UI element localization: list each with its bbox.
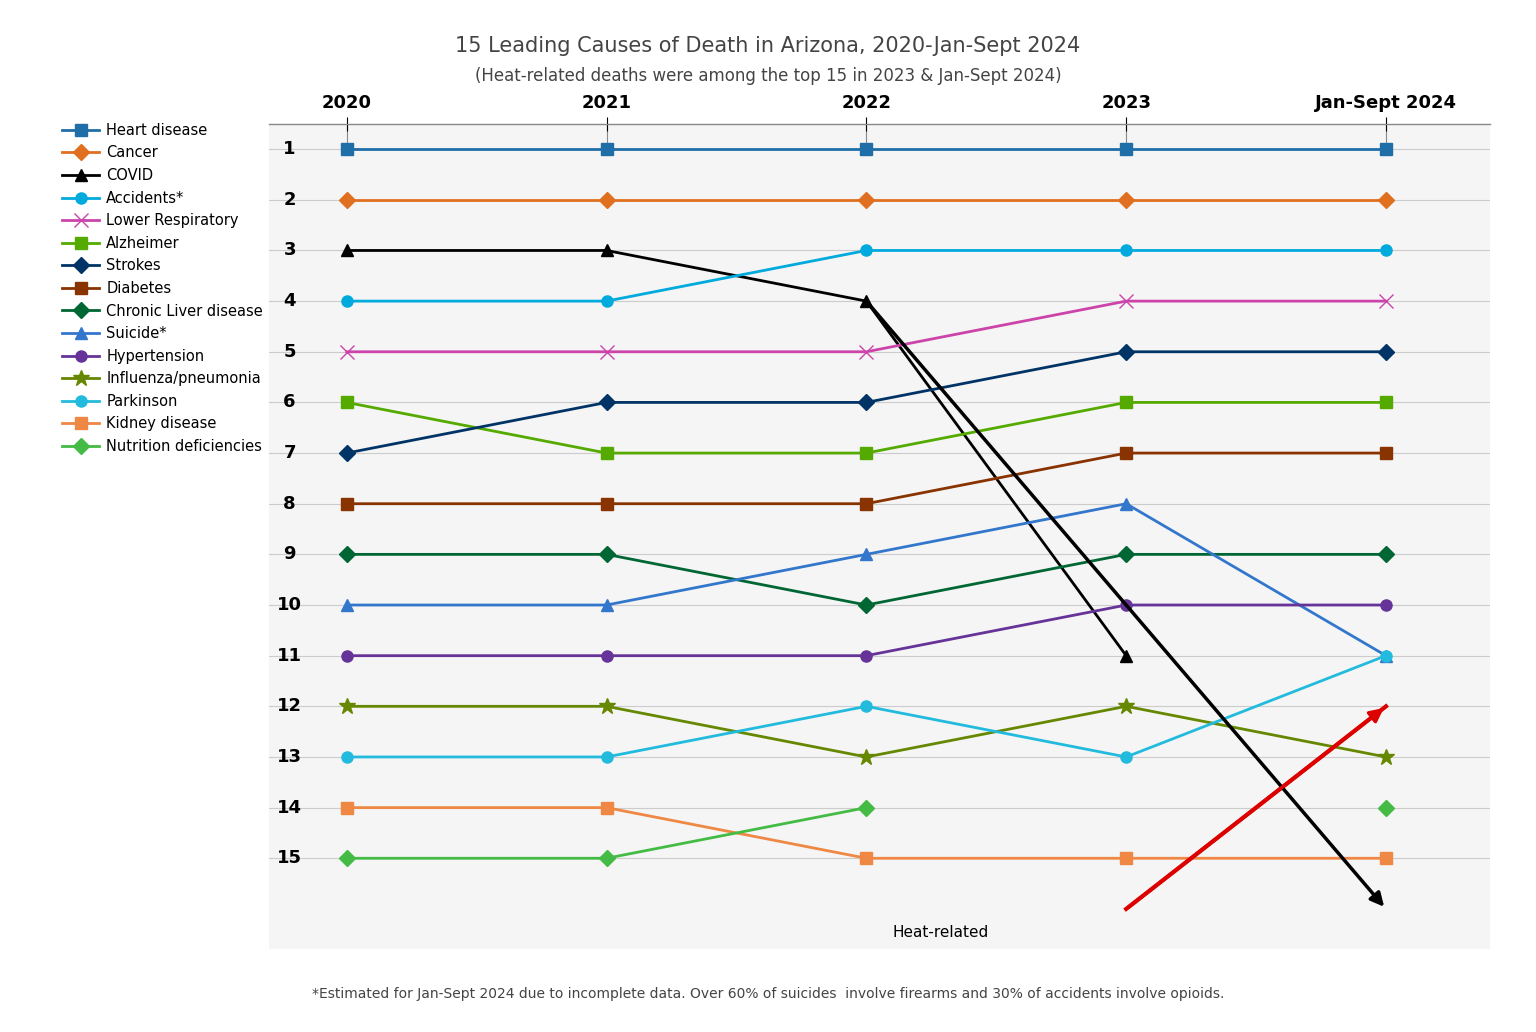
Text: 15 Leading Causes of Death in Arizona, 2020-Jan-Sept 2024: 15 Leading Causes of Death in Arizona, 2… xyxy=(455,36,1081,56)
Legend: Heart disease, Cancer, COVID, Accidents*, Lower Respiratory, Alzheimer, Strokes,: Heart disease, Cancer, COVID, Accidents*… xyxy=(63,123,263,454)
Text: 4: 4 xyxy=(283,292,296,311)
Text: 11: 11 xyxy=(276,647,303,665)
Text: 9: 9 xyxy=(283,545,296,563)
Text: (Heat-related deaths were among the top 15 in 2023 & Jan-Sept 2024): (Heat-related deaths were among the top … xyxy=(475,67,1061,85)
Text: *Estimated for Jan-Sept 2024 due to incomplete data. Over 60% of suicides  invol: *Estimated for Jan-Sept 2024 due to inco… xyxy=(312,987,1224,1001)
Text: 15: 15 xyxy=(276,849,303,867)
Text: 14: 14 xyxy=(276,799,303,816)
Text: 13: 13 xyxy=(276,748,303,766)
Text: 2: 2 xyxy=(283,191,296,208)
Text: 7: 7 xyxy=(283,444,296,462)
Text: 1: 1 xyxy=(283,140,296,158)
Text: 3: 3 xyxy=(283,241,296,259)
Text: Heat-related: Heat-related xyxy=(892,925,989,940)
Text: 8: 8 xyxy=(283,494,296,513)
Text: 12: 12 xyxy=(276,698,303,715)
Text: 6: 6 xyxy=(283,393,296,412)
Text: 10: 10 xyxy=(276,596,303,614)
Text: 5: 5 xyxy=(283,343,296,361)
